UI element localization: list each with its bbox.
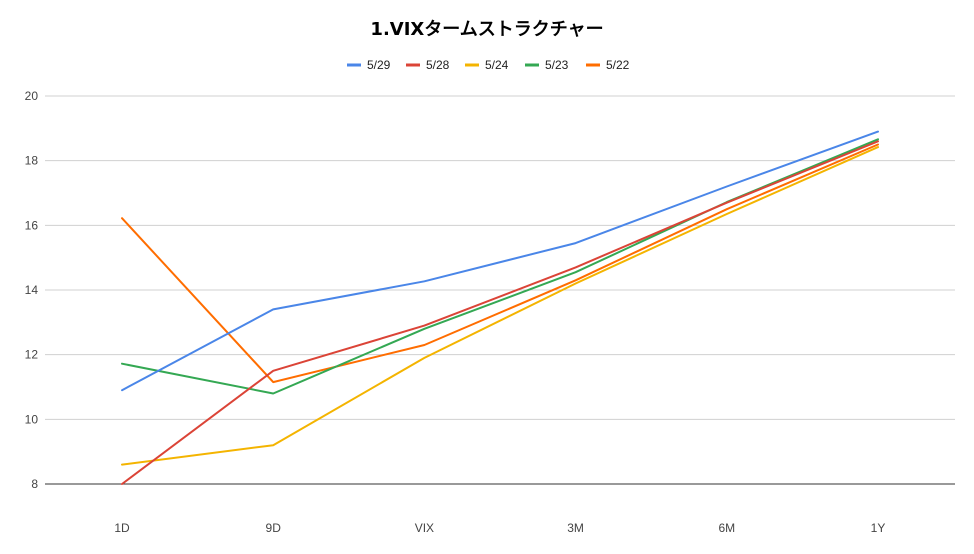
legend: 5/29 5/28 5/24 5/23 5/22 xyxy=(347,58,630,72)
legend-item[interactable]: 5/29 xyxy=(347,58,391,72)
legend-label: 5/28 xyxy=(426,58,450,72)
series-lines xyxy=(121,130,879,485)
y-tick-label: 8 xyxy=(31,477,38,491)
legend-label: 5/22 xyxy=(606,58,630,72)
x-tick-label: 3M xyxy=(567,521,584,535)
y-axis-ticks: 8 10 12 14 16 18 20 xyxy=(25,89,39,491)
series-line-5-22 xyxy=(121,143,879,384)
x-axis-ticks: 1D 9D VIX 3M 6M 1Y xyxy=(114,521,885,535)
x-tick-label: 1Y xyxy=(871,521,886,535)
legend-item[interactable]: 5/23 xyxy=(525,58,569,72)
legend-item[interactable]: 5/22 xyxy=(586,58,630,72)
y-tick-label: 12 xyxy=(25,348,39,362)
chart-title: 1.VIXタームストラクチャー xyxy=(370,19,603,40)
legend-item[interactable]: 5/28 xyxy=(406,58,450,72)
grid xyxy=(45,95,955,485)
series-line-5-23 xyxy=(121,138,879,395)
y-tick-label: 20 xyxy=(25,89,39,103)
y-tick-label: 18 xyxy=(25,154,39,168)
legend-label: 5/24 xyxy=(485,58,509,72)
y-tick-label: 14 xyxy=(25,283,39,297)
x-tick-label: 9D xyxy=(266,521,282,535)
series-line-5-28 xyxy=(121,140,879,485)
series-line-5-24 xyxy=(121,146,879,466)
y-tick-label: 16 xyxy=(25,218,39,232)
x-tick-label: VIX xyxy=(415,521,434,535)
x-tick-label: 1D xyxy=(114,521,130,535)
legend-label: 5/29 xyxy=(367,58,391,72)
series-line-5-29 xyxy=(121,130,879,392)
legend-item[interactable]: 5/24 xyxy=(465,58,509,72)
y-tick-label: 10 xyxy=(25,412,39,426)
legend-label: 5/23 xyxy=(545,58,569,72)
x-tick-label: 6M xyxy=(718,521,735,535)
